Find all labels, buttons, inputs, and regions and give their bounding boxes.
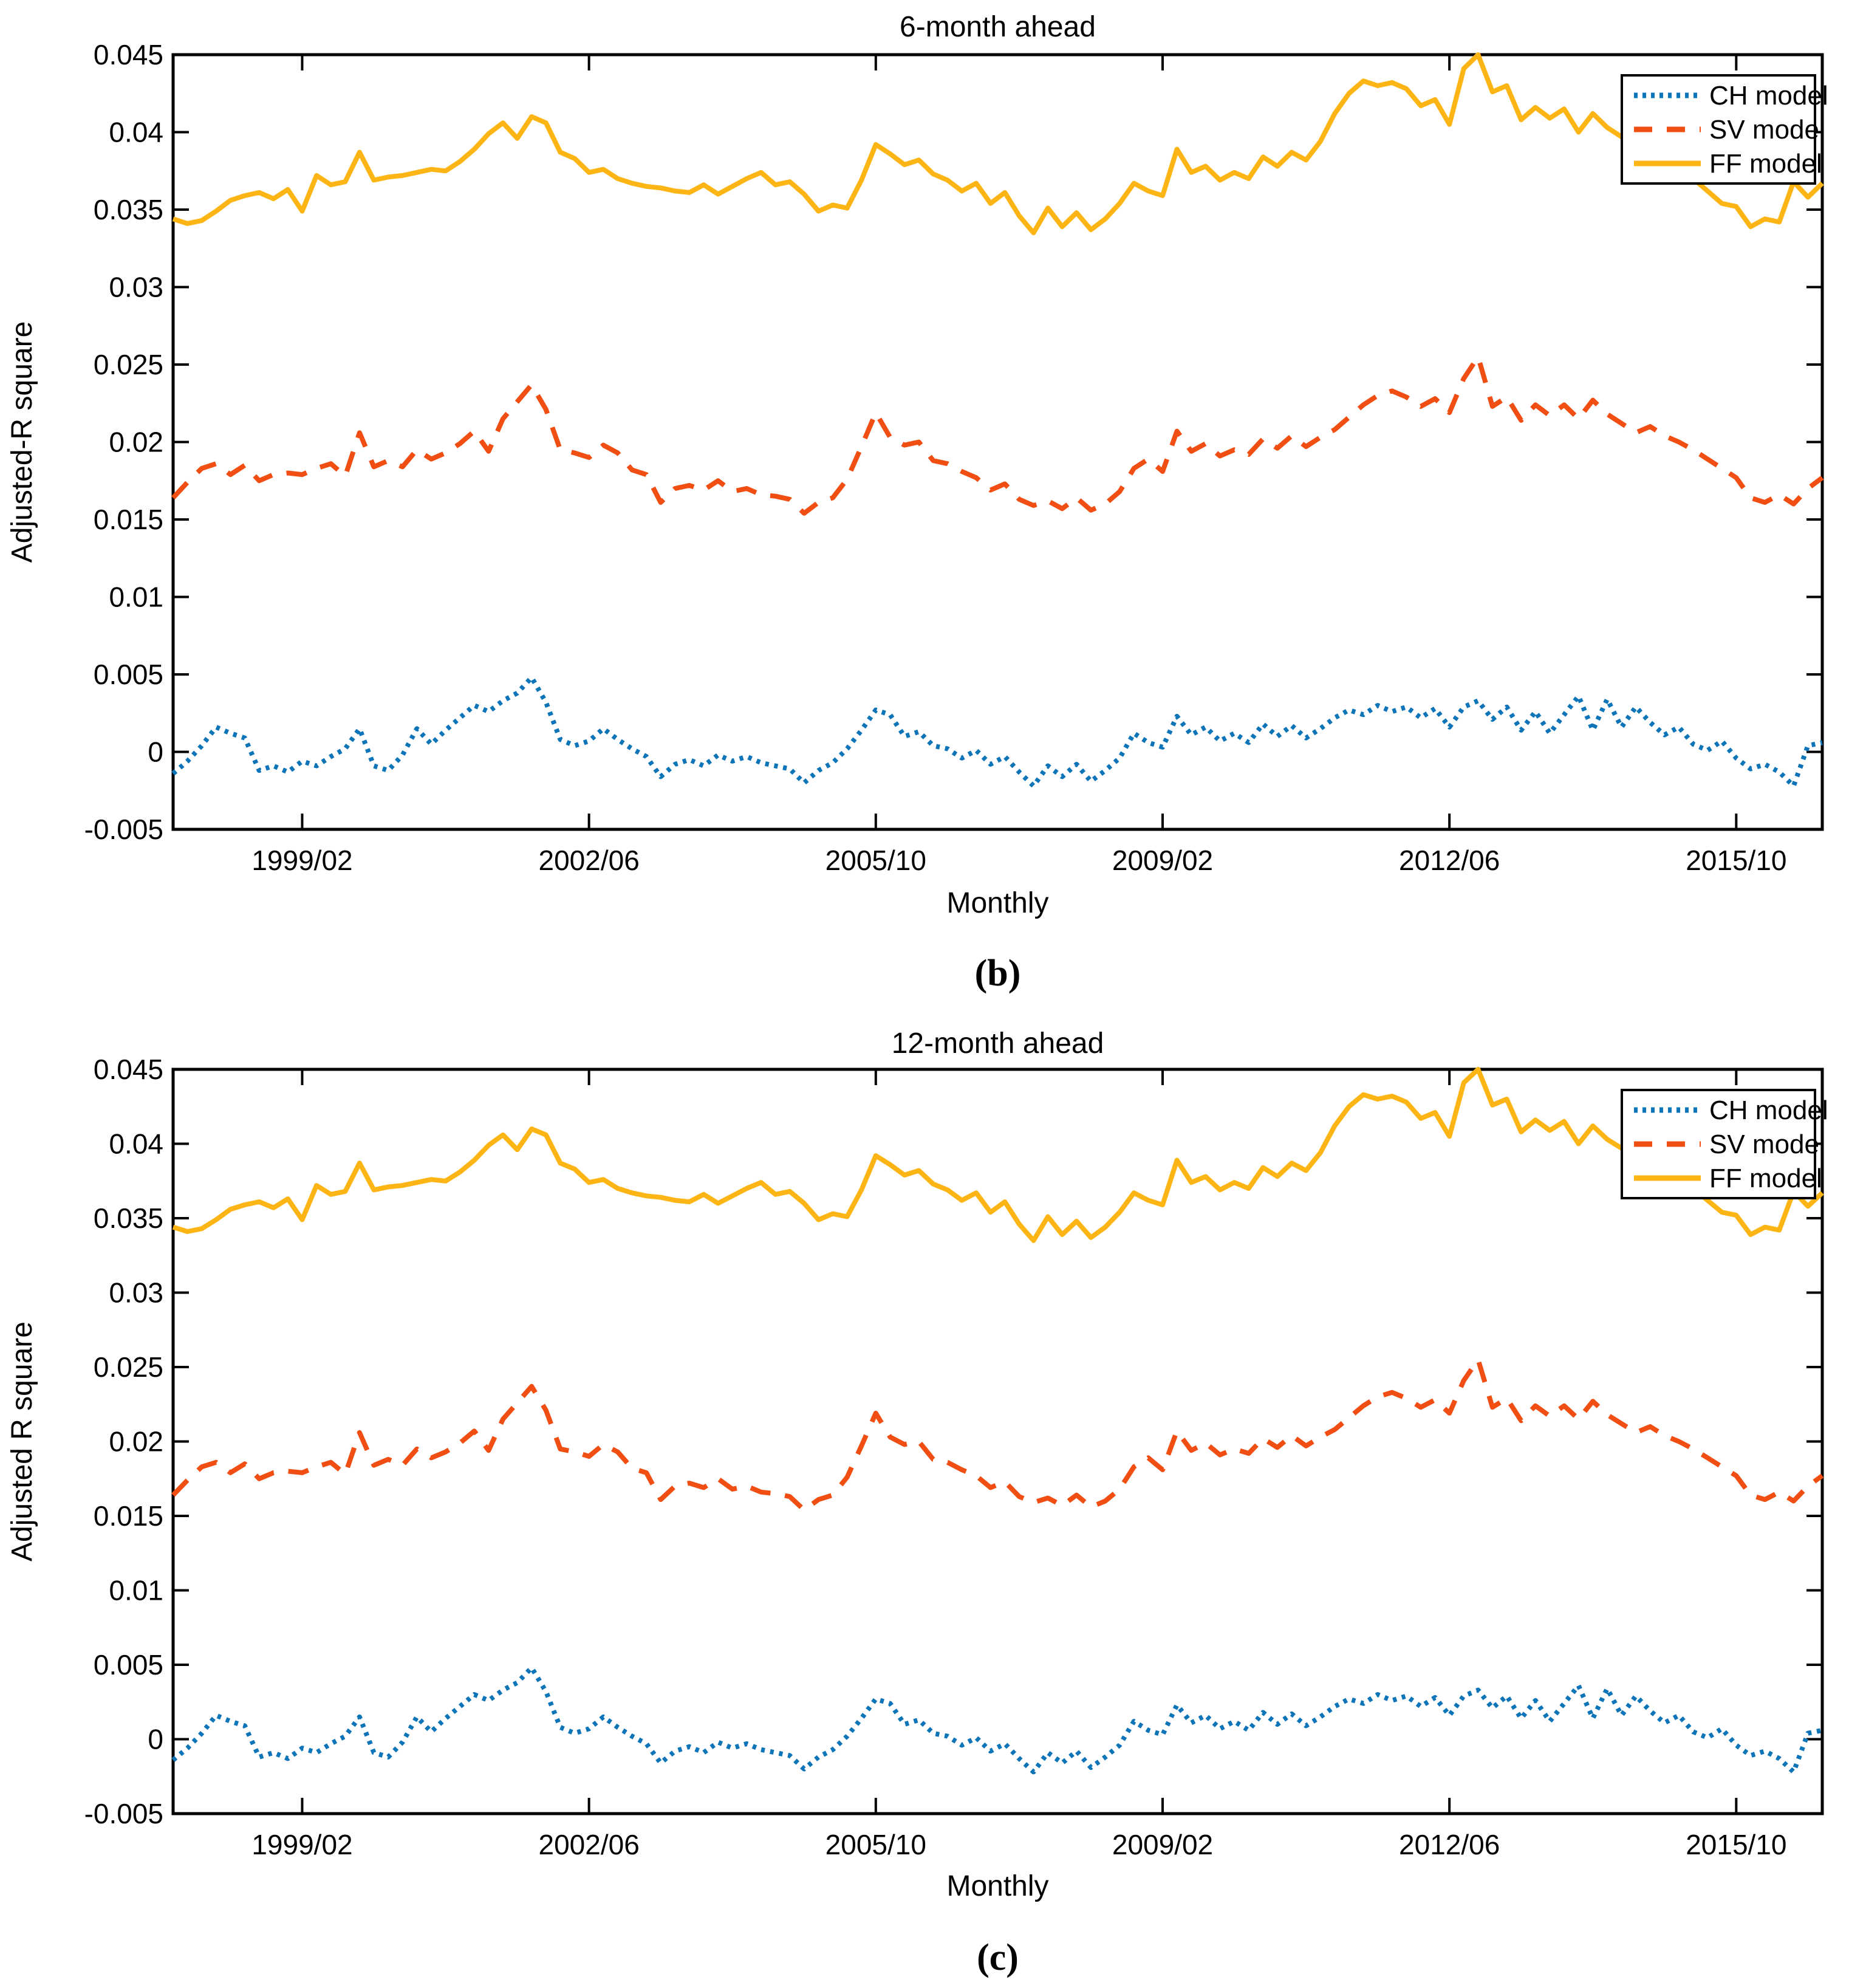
x-tick-label-panel-c: 2012/06 (1399, 1829, 1500, 1860)
x-tick-label-panel-c: 2005/10 (825, 1829, 926, 1860)
x-tick-label-panel-b: 2012/06 (1399, 845, 1500, 876)
legend-label-ch-model: CH model (1709, 81, 1828, 111)
series-line-ch-model-panel-b (171, 675, 1823, 789)
y-tick-label-panel-c: 0.025 (94, 1351, 163, 1383)
y-tick-label-panel-b: 0.025 (94, 349, 163, 380)
y-tick-label-panel-b: 0 (148, 736, 163, 768)
y-tick-label-panel-b: -0.005 (84, 814, 163, 845)
x-axis-label-panel-c: Monthly (946, 1870, 1048, 1902)
y-tick-label-panel-b: 0.005 (94, 659, 163, 690)
series-line-ch-model-panel-c (171, 1665, 1823, 1775)
y-tick-label-panel-c: -0.005 (84, 1798, 163, 1829)
x-tick-label-panel-c: 2015/10 (1686, 1829, 1786, 1860)
x-tick-label-panel-c: 2009/02 (1112, 1829, 1213, 1860)
series-line-sv-model-panel-b (171, 354, 1824, 516)
x-tick-label-panel-c: 2002/06 (539, 1829, 640, 1860)
y-tick-label-panel-c: 0.01 (109, 1575, 163, 1606)
y-tick-label-panel-c: 0.03 (109, 1277, 163, 1309)
panel-caption-c: (c) (977, 1937, 1019, 1978)
chart-title-panel-b: 6-month ahead (900, 11, 1096, 43)
y-tick-label-panel-c: 0 (148, 1724, 163, 1755)
x-tick-label-panel-b: 1999/02 (251, 845, 352, 876)
legend-label-ch-model: CH model (1709, 1095, 1828, 1125)
x-tick-label-panel-b: 2005/10 (825, 845, 926, 876)
x-tick-label-panel-b: 2015/10 (1686, 845, 1786, 876)
y-tick-label-panel-b: 0.035 (94, 194, 163, 225)
x-tick-label-panel-b: 2009/02 (1112, 845, 1213, 876)
y-tick-label-panel-c: 0.02 (109, 1426, 163, 1458)
y-tick-label-panel-c: 0.035 (94, 1202, 163, 1234)
series-line-ff-model-panel-c (172, 1067, 1824, 1243)
series-line-ff-model-panel-b (172, 52, 1824, 236)
y-tick-label-panel-b: 0.04 (109, 117, 163, 148)
y-tick-label-panel-c: 0.04 (109, 1128, 163, 1160)
x-tick-label-panel-b: 2002/06 (539, 845, 640, 876)
y-tick-label-panel-c: 0.015 (94, 1500, 163, 1532)
x-axis-label-panel-b: Monthly (946, 887, 1048, 919)
y-tick-label-panel-c: 0.005 (94, 1649, 163, 1681)
legend-label-ff-model: FF model (1709, 149, 1822, 179)
y-tick-label-panel-b: 0.045 (94, 39, 163, 70)
y-axis-label-panel-b: Adjusted-R square (6, 321, 38, 563)
legend-label-sv-model: SV model (1709, 115, 1825, 145)
y-axis-label-panel-c: Adjusted R square (6, 1321, 38, 1561)
legend-label-sv-model: SV model (1709, 1129, 1825, 1159)
y-tick-label-panel-b: 0.02 (109, 427, 163, 458)
y-tick-label-panel-c: 0.045 (94, 1054, 163, 1085)
y-tick-label-panel-b: 0.01 (109, 581, 163, 613)
panel-caption-b: (b) (975, 953, 1021, 994)
y-tick-label-panel-b: 0.015 (94, 504, 163, 535)
y-tick-label-panel-b: 0.03 (109, 272, 163, 303)
x-tick-label-panel-c: 1999/02 (251, 1829, 352, 1860)
series-line-sv-model-panel-c (171, 1357, 1824, 1513)
legend-label-ff-model: FF model (1709, 1164, 1822, 1193)
chart-title-panel-c: 12-month ahead (892, 1027, 1104, 1060)
